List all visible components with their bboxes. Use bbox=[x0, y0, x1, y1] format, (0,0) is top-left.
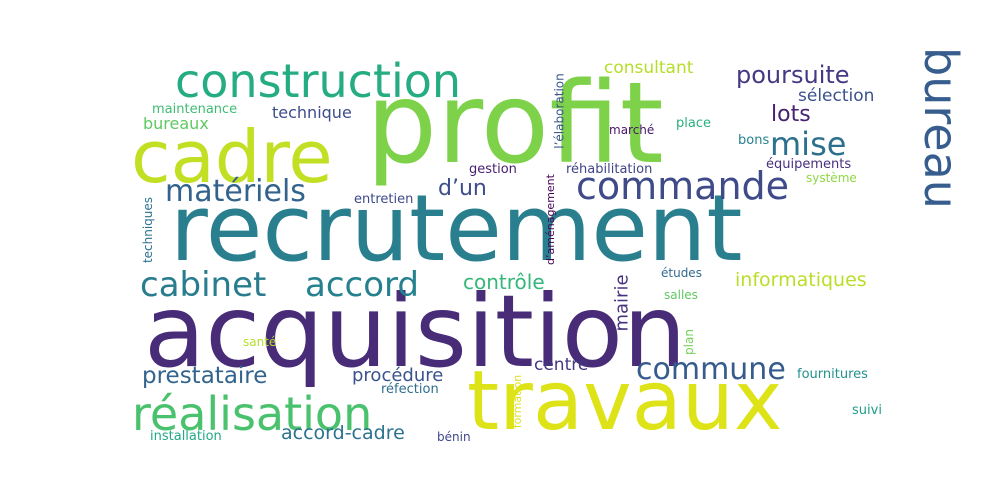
word-cabinet: cabinet bbox=[140, 265, 267, 305]
word-dun: d’un bbox=[438, 176, 487, 201]
word-consultant: consultant bbox=[604, 58, 694, 78]
word-poursuite: poursuite bbox=[736, 61, 850, 89]
word-entretien: entretien bbox=[354, 192, 414, 207]
word-materiels: matériels bbox=[165, 174, 306, 209]
word-maintenance: maintenance bbox=[152, 102, 238, 117]
word-lots: lots bbox=[771, 102, 811, 127]
word-damenagement: d’aménagement bbox=[543, 174, 557, 265]
word-prestataire: prestataire bbox=[142, 363, 268, 389]
word-formation: formation bbox=[511, 374, 525, 429]
word-travaux: travaux bbox=[467, 354, 783, 449]
word-etudes: études bbox=[661, 266, 702, 280]
word-lelaboration: l’élaboration bbox=[552, 73, 567, 149]
word-informatiques: informatiques bbox=[735, 269, 867, 291]
word-controle: contrôle bbox=[463, 270, 545, 294]
word-bons: bons bbox=[738, 133, 770, 148]
word-commune: commune bbox=[636, 352, 786, 387]
word-realisation: réalisation bbox=[132, 387, 373, 441]
word-mairie: mairie bbox=[611, 274, 633, 332]
word-selection: sélection bbox=[798, 86, 875, 106]
word-construction: construction bbox=[175, 54, 462, 108]
word-sante: santé bbox=[243, 335, 277, 349]
word-accord-cadre: accord-cadre bbox=[281, 422, 405, 444]
word-installation: installation bbox=[150, 429, 222, 444]
word-plan: plan bbox=[681, 329, 696, 355]
word-acquisition: acquisition bbox=[144, 273, 687, 390]
word-accord: accord bbox=[305, 265, 419, 305]
word-place: place bbox=[676, 116, 711, 131]
word-bureaux: bureaux bbox=[143, 114, 209, 133]
word-cadre: cadre bbox=[131, 115, 333, 199]
word-fournitures: fournitures bbox=[797, 367, 868, 382]
word-profit: profit bbox=[366, 59, 664, 189]
word-gestion: gestion bbox=[469, 162, 517, 177]
word-techniques: techniques bbox=[141, 196, 156, 264]
word-benin: bénin bbox=[437, 430, 471, 444]
word-recrutement: recrutement bbox=[170, 175, 743, 282]
word-marche: marché bbox=[609, 123, 655, 137]
word-systeme: système bbox=[806, 171, 857, 185]
word-suivi: suivi bbox=[852, 403, 882, 418]
word-centre: centre bbox=[534, 355, 589, 375]
word-equipements: équipements bbox=[766, 157, 852, 172]
word-procedure: procédure bbox=[352, 365, 444, 386]
word-commande: commande bbox=[576, 164, 790, 208]
word-salles: salles bbox=[664, 288, 698, 302]
word-mise: mise bbox=[770, 125, 847, 163]
word-rehabilitation: réhabilitation bbox=[566, 162, 653, 177]
word-technique: technique bbox=[272, 103, 352, 122]
word-bureau: bureau bbox=[913, 47, 968, 209]
word-refection: réfection bbox=[381, 382, 439, 397]
